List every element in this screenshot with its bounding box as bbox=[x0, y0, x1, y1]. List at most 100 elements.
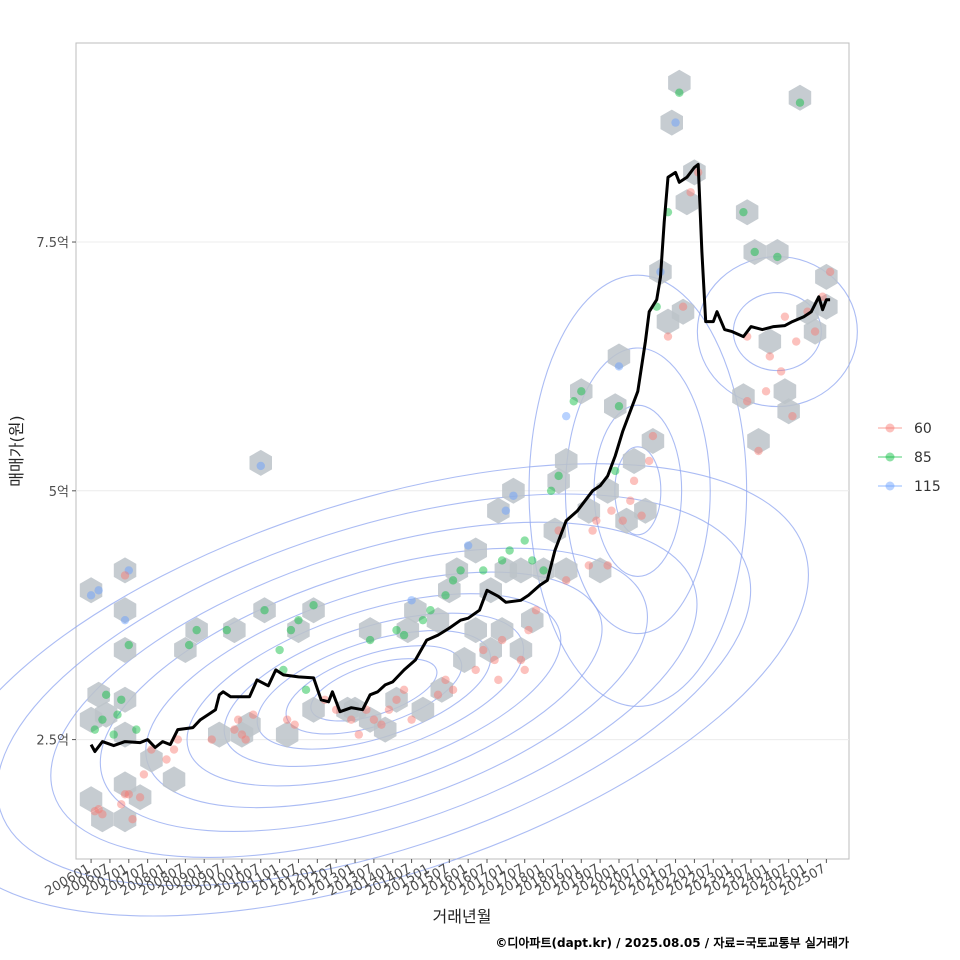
data-point-60 bbox=[354, 730, 364, 739]
data-point-85 bbox=[294, 615, 303, 625]
data-point-60 bbox=[290, 720, 299, 729]
data-point-60 bbox=[399, 685, 409, 695]
data-point-85 bbox=[90, 725, 100, 734]
data-point-115 bbox=[120, 615, 130, 625]
caption: ©디아파트(dapt.kr) / 2025.08.05 / 자료=국토교통부 실… bbox=[495, 935, 849, 950]
hex-bin bbox=[554, 448, 578, 474]
data-point-85 bbox=[611, 466, 620, 476]
data-point-60 bbox=[347, 715, 356, 724]
data-point-60 bbox=[433, 690, 443, 700]
hex-bin bbox=[502, 477, 525, 504]
data-point-60 bbox=[516, 655, 526, 665]
legend-label: 60 bbox=[914, 421, 932, 437]
hex-bin bbox=[732, 383, 755, 410]
density-contour bbox=[186, 593, 562, 787]
data-point-85 bbox=[750, 247, 759, 257]
data-point-60 bbox=[603, 561, 612, 570]
data-point-85 bbox=[309, 601, 318, 610]
data-point-85 bbox=[192, 625, 201, 635]
data-point-85 bbox=[739, 207, 748, 217]
legend-label: 85 bbox=[914, 450, 932, 466]
data-point-115 bbox=[94, 586, 103, 595]
data-point-60 bbox=[384, 705, 394, 714]
data-point-60 bbox=[124, 790, 133, 799]
data-point-60 bbox=[761, 387, 771, 396]
data-point-60 bbox=[524, 625, 533, 635]
plot-panel bbox=[75, 42, 850, 860]
data-point-85 bbox=[184, 640, 194, 650]
data-point-60 bbox=[407, 715, 416, 724]
hex-bin bbox=[777, 398, 800, 425]
legend-key-point bbox=[885, 452, 895, 462]
data-point-60 bbox=[588, 526, 597, 535]
data-point-85 bbox=[546, 486, 556, 496]
hex-bin bbox=[223, 617, 246, 644]
data-point-60 bbox=[241, 735, 250, 744]
hex-bin bbox=[675, 189, 699, 216]
data-point-60 bbox=[233, 715, 243, 724]
y-axis-title: 매매가(원) bbox=[7, 415, 26, 486]
data-point-60 bbox=[644, 456, 654, 466]
data-point-85 bbox=[614, 402, 624, 411]
data-point-60 bbox=[618, 516, 627, 525]
hex-bin bbox=[634, 497, 657, 524]
data-point-60 bbox=[173, 735, 183, 744]
data-point-60 bbox=[637, 511, 646, 520]
data-point-60 bbox=[648, 431, 658, 441]
hex-bin bbox=[426, 607, 450, 634]
hex-bin bbox=[743, 239, 766, 265]
data-point-115 bbox=[501, 506, 511, 515]
hex-bin bbox=[641, 428, 665, 454]
data-point-85 bbox=[569, 397, 578, 406]
data-point-115 bbox=[561, 411, 571, 421]
hex-bin bbox=[113, 686, 137, 713]
data-point-85 bbox=[392, 625, 401, 635]
data-point-85 bbox=[132, 725, 141, 734]
data-point-60 bbox=[810, 327, 820, 336]
data-point-60 bbox=[282, 715, 292, 724]
data-point-115 bbox=[256, 461, 265, 471]
data-point-85 bbox=[399, 630, 409, 640]
data-point-85 bbox=[505, 546, 514, 555]
hex-bin bbox=[509, 557, 533, 584]
data-point-60 bbox=[117, 800, 126, 809]
hex-bins bbox=[79, 69, 838, 833]
data-point-60 bbox=[128, 814, 137, 824]
hex-bin bbox=[773, 378, 797, 405]
hex-bin bbox=[607, 343, 631, 370]
data-point-115 bbox=[407, 596, 416, 605]
hex-bin bbox=[396, 617, 420, 644]
hex-bin bbox=[162, 766, 186, 793]
data-point-85 bbox=[365, 635, 375, 645]
data-point-60 bbox=[520, 665, 529, 675]
hex-bin bbox=[302, 696, 325, 723]
data-point-85 bbox=[497, 556, 507, 565]
data-point-85 bbox=[301, 685, 311, 695]
density-contour bbox=[99, 547, 648, 833]
hex-bin bbox=[554, 557, 578, 584]
data-point-85 bbox=[773, 252, 782, 262]
data-point-85 bbox=[520, 536, 529, 545]
data-point-60 bbox=[392, 695, 401, 704]
data-point-60 bbox=[162, 755, 171, 764]
data-point-85 bbox=[113, 710, 122, 719]
data-point-60 bbox=[584, 561, 594, 570]
data-point-60 bbox=[742, 397, 752, 406]
data-point-60 bbox=[592, 516, 601, 525]
data-point-60 bbox=[207, 735, 216, 744]
hex-bin bbox=[490, 617, 514, 644]
data-point-85 bbox=[101, 690, 111, 700]
legend: 60 85 115 bbox=[878, 421, 941, 495]
density-contour bbox=[564, 347, 711, 635]
hex-bin bbox=[758, 328, 782, 355]
hex-bin bbox=[547, 467, 570, 494]
hex-bin bbox=[113, 637, 137, 663]
x-axis-title: 거래년월 bbox=[433, 907, 492, 926]
data-point-60 bbox=[626, 496, 635, 505]
hex-bin bbox=[747, 428, 770, 454]
data-point-60 bbox=[678, 302, 688, 311]
hex-bin bbox=[94, 701, 118, 728]
hex-bin bbox=[509, 637, 533, 663]
hex-bin bbox=[815, 263, 838, 290]
